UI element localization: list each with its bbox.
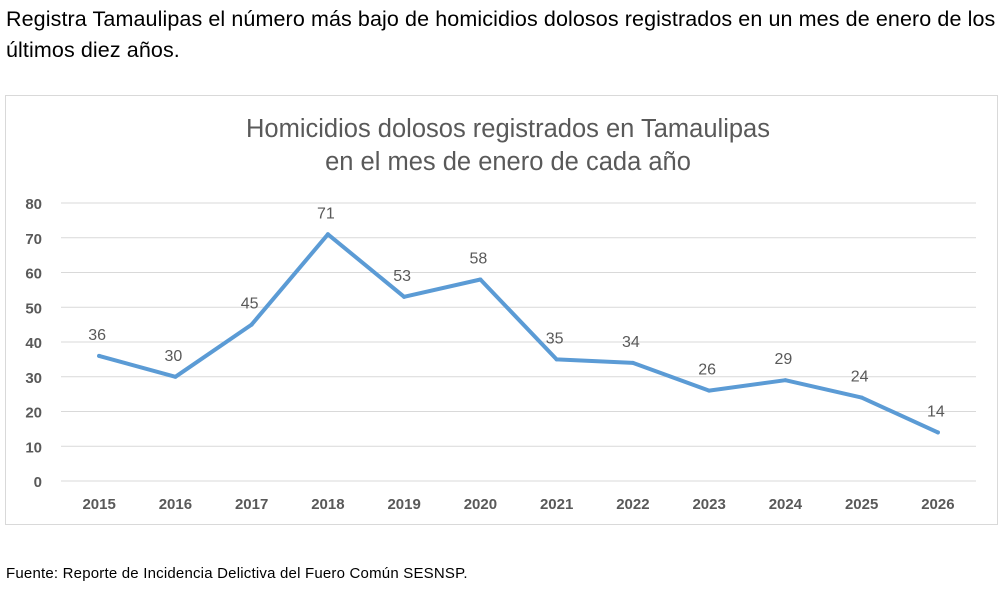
source-note: Fuente: Reporte de Incidencia Delictiva … — [6, 565, 468, 582]
x-tick-label: 2023 — [692, 496, 725, 513]
y-tick-label: 20 — [25, 405, 42, 422]
y-tick-label: 30 — [25, 370, 42, 387]
x-tick-label: 2026 — [921, 496, 954, 513]
y-tick-label: 10 — [25, 439, 42, 456]
data-label: 45 — [241, 296, 259, 313]
y-tick-label: 70 — [25, 231, 42, 248]
data-label: 71 — [317, 205, 335, 222]
series-line — [97, 232, 940, 435]
data-point — [325, 232, 330, 237]
data-label: 30 — [164, 348, 182, 365]
data-point — [402, 294, 407, 299]
x-tick-label: 2025 — [845, 496, 878, 513]
y-tick-label: 0 — [34, 474, 42, 491]
data-label: 14 — [927, 403, 945, 420]
headline: Registra Tamaulipas el número más bajo d… — [6, 7, 996, 62]
x-tick-label: 2019 — [387, 496, 420, 513]
data-label: 53 — [393, 268, 411, 285]
x-tick-label: 2021 — [540, 496, 573, 513]
chart-title-line-1: Homicidios dolosos registrados en Tamaul… — [246, 115, 770, 143]
chart-frame: Homicidios dolosos registrados en Tamaul… — [5, 95, 998, 525]
x-tick-label: 2015 — [82, 496, 115, 513]
data-point — [478, 277, 483, 282]
data-point — [935, 430, 940, 435]
data-point — [97, 353, 102, 358]
data-point — [554, 357, 559, 362]
x-tick-label: 2016 — [159, 496, 192, 513]
data-label: 58 — [469, 250, 487, 267]
data-label: 36 — [88, 327, 106, 344]
data-point — [249, 322, 254, 327]
data-point — [859, 395, 864, 400]
x-tick-label: 2018 — [311, 496, 344, 513]
x-tick-label: 2022 — [616, 496, 649, 513]
chart-title-line-2: en el mes de enero de cada año — [325, 148, 691, 176]
data-label: 26 — [698, 362, 716, 379]
data-label: 34 — [622, 334, 640, 351]
data-label: 24 — [851, 369, 869, 386]
y-tick-label: 40 — [25, 335, 42, 352]
data-label: 29 — [774, 351, 792, 368]
line-chart: Homicidios dolosos registrados en Tamaul… — [25, 115, 976, 513]
x-tick-label: 2024 — [769, 496, 803, 513]
data-label: 35 — [546, 330, 564, 347]
y-tick-label: 80 — [25, 196, 42, 213]
data-point — [173, 374, 178, 379]
x-tick-label: 2017 — [235, 496, 268, 513]
data-point — [707, 388, 712, 393]
data-point — [783, 378, 788, 383]
x-tick-label: 2020 — [464, 496, 497, 513]
y-tick-label: 60 — [25, 266, 42, 283]
y-tick-label: 50 — [25, 300, 42, 317]
data-point — [630, 360, 635, 365]
